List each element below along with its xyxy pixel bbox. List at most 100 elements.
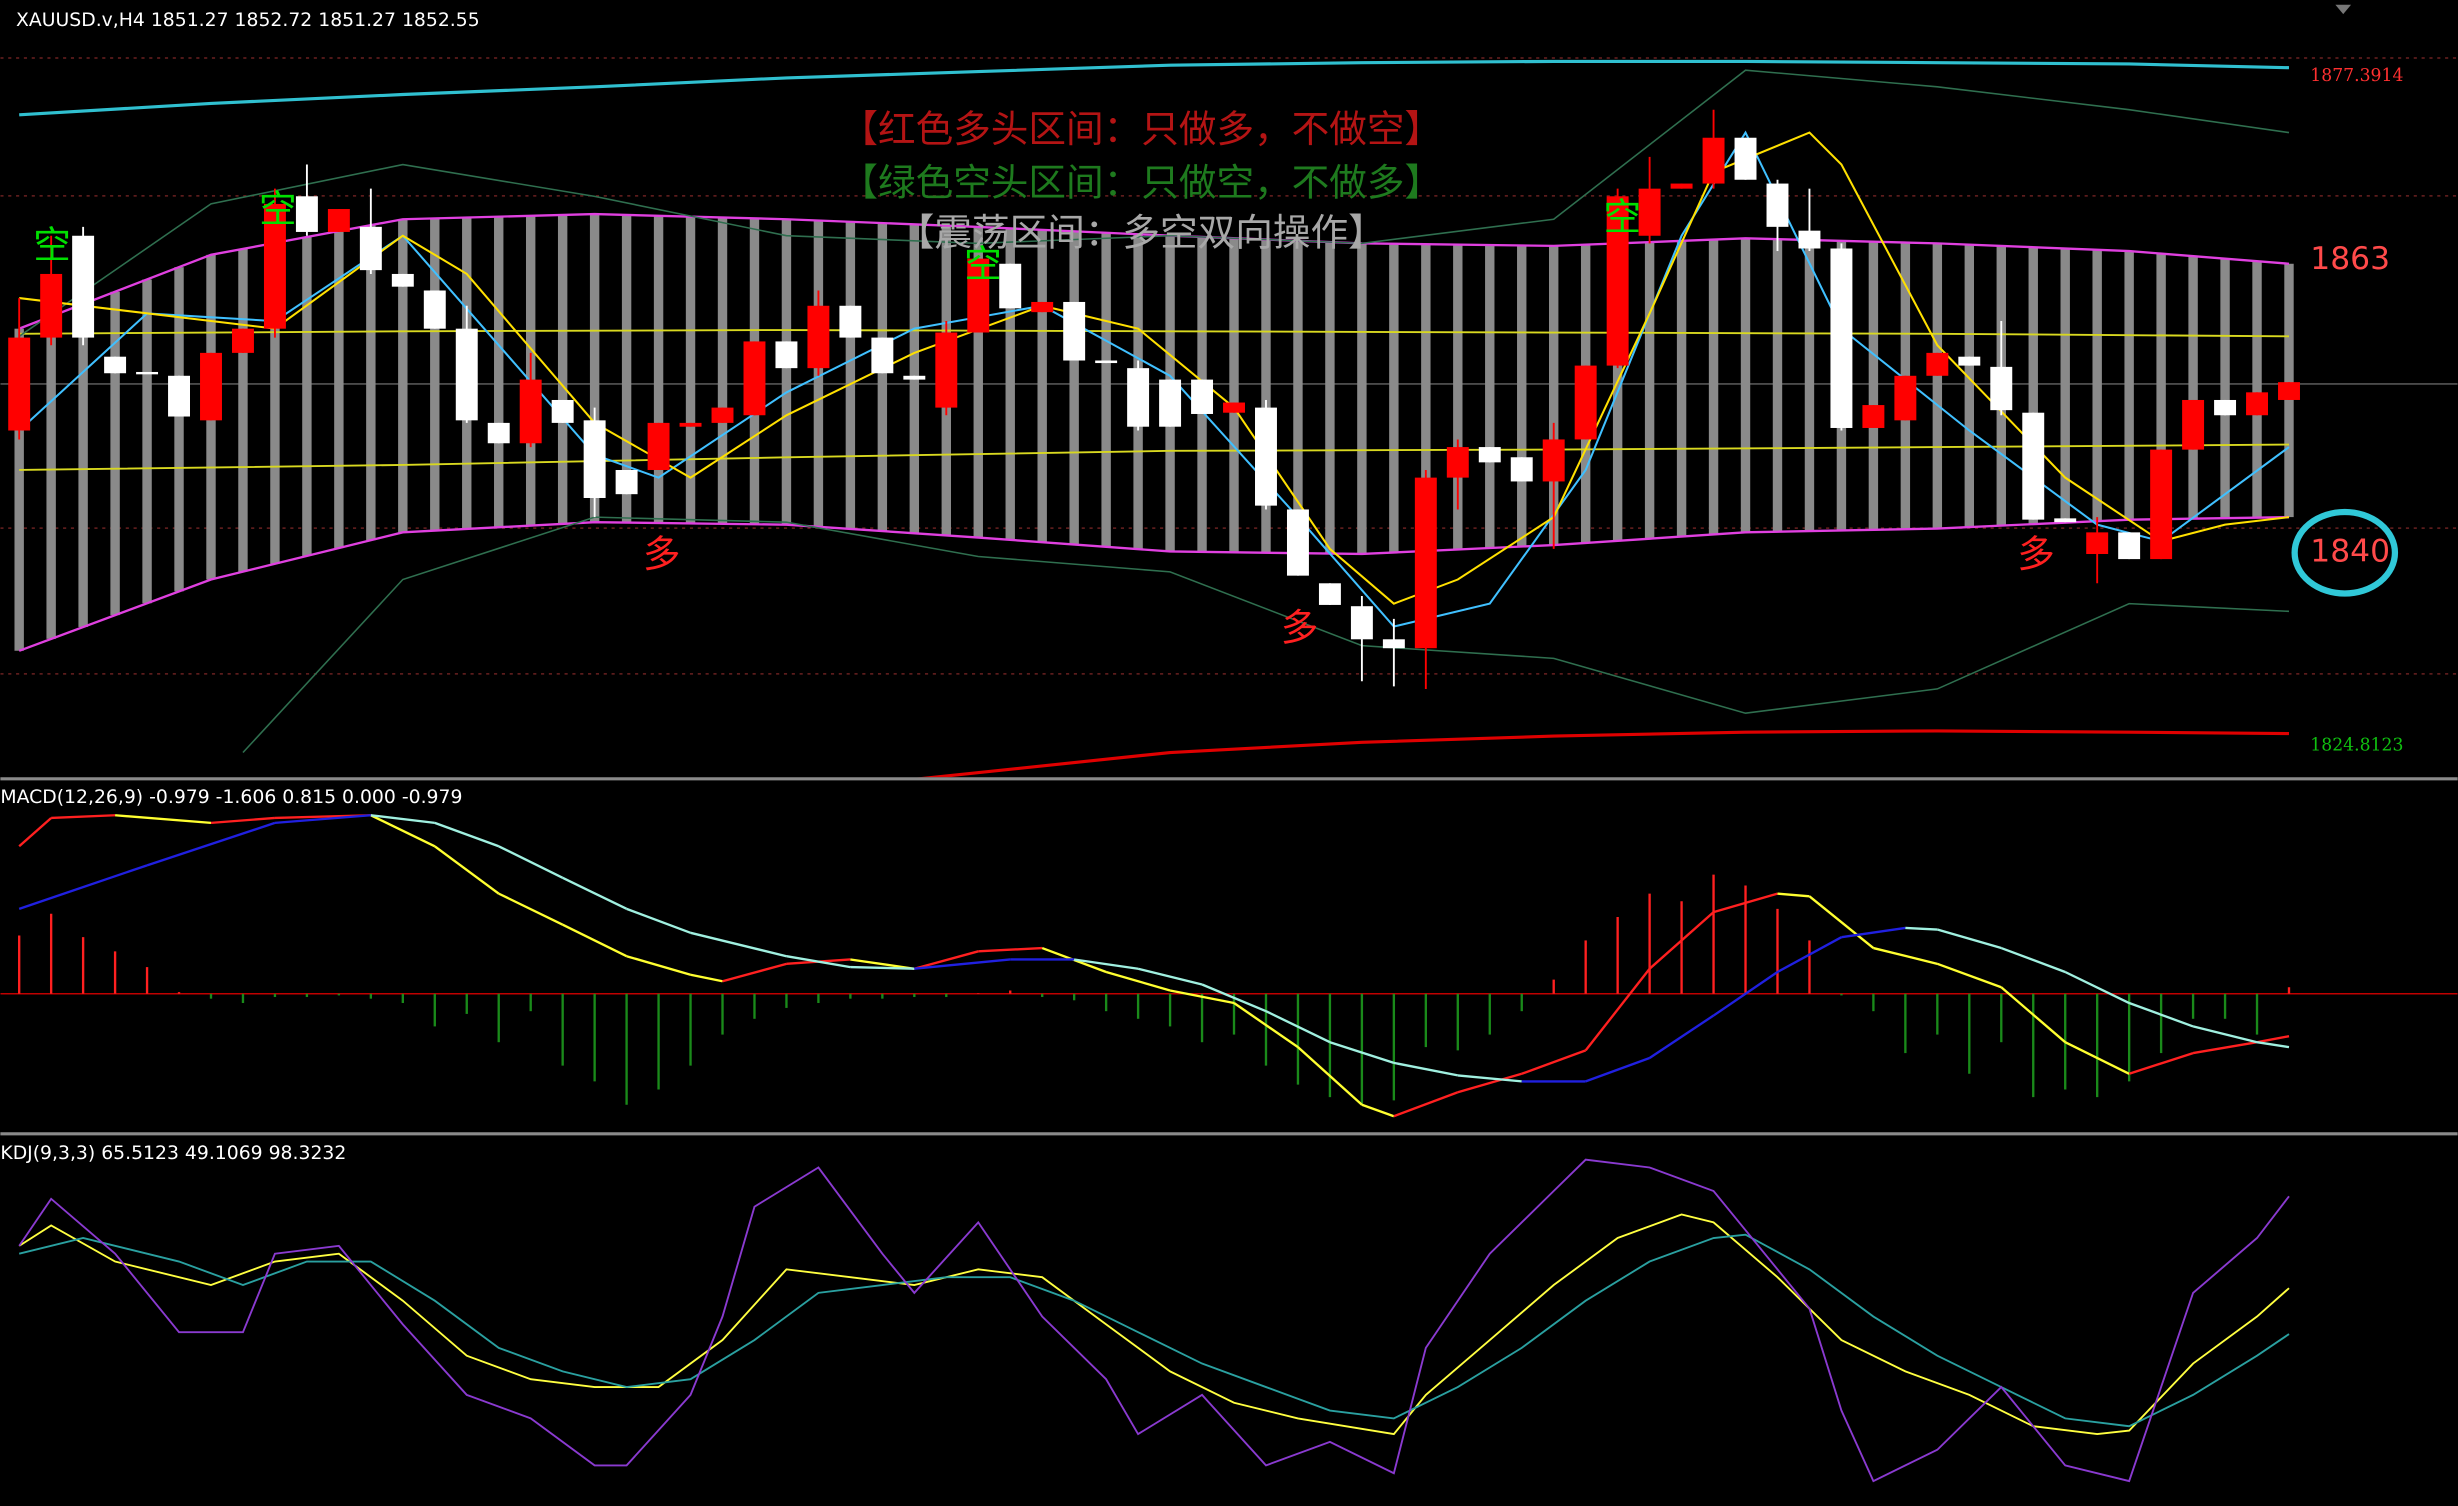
candle-body [1830,248,1853,428]
macd-line-segment [114,814,212,825]
candle-body [2118,532,2141,560]
macd-line-segment [850,958,915,970]
channel-bar [430,218,440,531]
candle-body [967,258,990,333]
candle-body [136,371,159,375]
channel-bar [781,219,792,525]
channel-bar [877,223,888,532]
candle-body [807,305,830,369]
candle-body [871,337,894,374]
macd-line-segment [1233,1002,1299,1049]
channel-bar [653,215,664,524]
symbol-header: XAUUSD.v,H4 1851.27 1852.72 1851.27 1852… [16,10,480,31]
channel-bar [334,231,344,549]
macd-line-segment [1297,1046,1363,1106]
macd-line-segment [2256,1035,2290,1044]
candle-body [1926,352,1949,376]
macd-line-segment [1648,1014,1715,1059]
signal-label: 空 [1604,195,1642,239]
macd-line-segment [1713,892,1778,914]
candle-body [1574,365,1597,440]
candle-body [1286,509,1309,576]
candle-body [391,273,414,287]
price-label: 1877.3914 [2310,66,2403,86]
macd-line-segment [2000,986,2066,1044]
macd-line-segment [210,816,276,825]
macd-line-segment [1105,970,1171,992]
candle-body [1095,360,1118,364]
candle-body [711,407,734,423]
candle-body [775,341,798,369]
channel-bar [1421,244,1431,552]
candle-body [1191,379,1214,414]
channel-bar [2220,258,2230,519]
candle-body [487,422,510,444]
macd-line-segment [2192,1041,2258,1055]
candle-body [2182,399,2205,450]
channel-bar [1453,244,1463,550]
macd-line-segment [978,946,1043,953]
candle-body [359,226,382,271]
candle-body [200,352,222,421]
candle-body [1159,379,1182,427]
macd-line-segment [1936,962,2002,989]
macd-line-segment [1521,1049,1587,1075]
channel-bar [1229,238,1239,553]
macd-line-segment [626,955,691,976]
candle-body [1734,137,1757,180]
channel-bar [845,221,856,529]
candle-body [2022,412,2045,520]
macd-line-segment [786,955,851,969]
candle-body [903,375,926,380]
candle-body [1223,402,1245,413]
channel-bar [142,279,152,604]
indicator-line [19,443,2290,471]
kdj-panel [18,1158,2290,1483]
channel-bar [494,216,504,528]
macd-line-segment [722,962,787,983]
channel-bar [2188,256,2198,519]
channel-bar [1101,232,1111,547]
macd-header: MACD(12,26,9) -0.979 -1.606 0.815 0.000 … [0,787,462,808]
candle-body [551,399,574,423]
channel-bar [1868,241,1879,530]
candle-body [1255,407,1277,506]
macd-line-segment [850,965,915,970]
indicator-line [18,69,2290,337]
macd-line-segment [1937,928,2002,950]
macd-line-segment [274,814,371,825]
channel-bar [1325,242,1335,554]
channel-bar [1069,231,1079,545]
macd-line-segment [1201,983,1267,1013]
candle-body [583,420,606,498]
macd-line-segment [146,821,276,867]
candle-body [1862,405,1885,428]
macd-line-segment [1584,968,1651,1052]
macd-line-segment [51,814,116,820]
candle-body [1606,196,1629,366]
macd-line-segment [1585,1056,1651,1083]
macd-line-segment [2128,1001,2194,1028]
candle-body [1446,447,1469,478]
channel-bar [1964,244,1975,528]
candle-body [999,263,1022,309]
highlight-circle [2291,508,2399,597]
macd-line-segment [1457,1074,1522,1083]
zone-note: 【红色多头区间：只做多，不做空】 [840,107,1442,151]
macd-line-segment [1776,936,1842,974]
candle-body [2214,399,2237,416]
channel-bar [1037,229,1047,543]
channel-bar [1708,239,1719,535]
candle-body [1766,183,1789,227]
macd-line-segment [1361,1103,1395,1118]
channel-bar [2060,248,2070,523]
candle-body [2278,382,2300,400]
macd-line-segment [2000,946,2066,974]
macd-line-segment [370,814,435,825]
channel-bar [1293,240,1303,554]
channel-bar [1261,239,1271,553]
macd-line-segment [434,821,500,848]
signal-label: 空 [964,242,1002,286]
